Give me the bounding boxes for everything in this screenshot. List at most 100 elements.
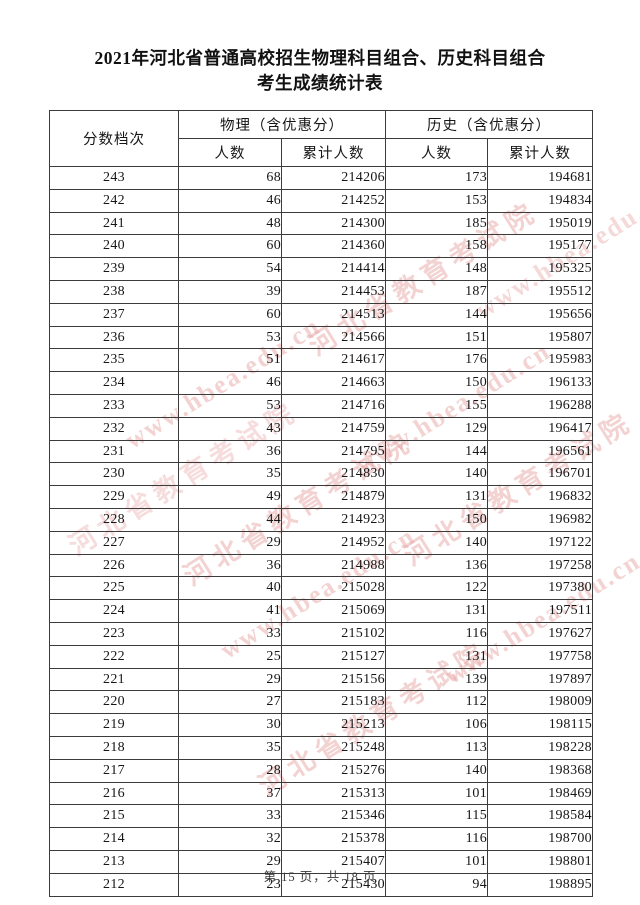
table-row: 235 51 214617 176 195983 xyxy=(49,348,593,373)
cell-score-band: 223 xyxy=(49,621,179,646)
cell-physics-count: 39 xyxy=(178,279,282,304)
table-row: 222 25 215127 131 197758 xyxy=(49,644,593,669)
cell-score-band: 238 xyxy=(49,279,179,304)
cell-history-count: 101 xyxy=(385,781,488,806)
cell-score-band: 230 xyxy=(49,462,179,487)
cell-physics-cumulative: 214513 xyxy=(281,302,386,327)
cell-score-band: 235 xyxy=(49,348,179,373)
table-row: 242 46 214252 153 194834 xyxy=(49,188,593,213)
cell-score-band: 226 xyxy=(49,553,179,578)
cell-history-count: 106 xyxy=(385,713,488,737)
cell-history-cumulative: 198801 xyxy=(487,849,593,874)
cell-physics-cumulative: 214206 xyxy=(281,166,386,190)
cell-physics-count: 36 xyxy=(178,553,282,578)
cell-history-count: 150 xyxy=(385,507,488,532)
cell-physics-cumulative: 214617 xyxy=(281,348,386,373)
cell-history-cumulative: 197380 xyxy=(487,576,593,601)
cell-history-count: 144 xyxy=(385,302,488,327)
cell-history-count: 116 xyxy=(385,827,488,851)
table-row: 220 27 215183 112 198009 xyxy=(49,690,593,715)
column-header-score-band: 分数档次 xyxy=(49,110,179,167)
cell-history-cumulative: 195983 xyxy=(487,348,593,373)
cell-history-count: 131 xyxy=(385,644,488,669)
cell-history-count: 176 xyxy=(385,348,488,373)
cell-score-band: 219 xyxy=(49,713,179,737)
table-row: 218 35 215248 113 198228 xyxy=(49,735,593,760)
cell-history-count: 131 xyxy=(385,599,488,623)
cell-physics-cumulative: 214663 xyxy=(281,371,386,395)
cell-score-band: 229 xyxy=(49,485,179,509)
cell-physics-cumulative: 215156 xyxy=(281,667,386,692)
cell-history-count: 140 xyxy=(385,758,488,783)
table-row: 236 53 214566 151 195807 xyxy=(49,325,593,350)
cell-history-cumulative: 198469 xyxy=(487,781,593,806)
cell-physics-cumulative: 214923 xyxy=(281,507,386,532)
cell-physics-cumulative: 215407 xyxy=(281,849,386,874)
column-header-physics-count: 人数 xyxy=(178,138,282,167)
cell-history-count: 185 xyxy=(385,211,488,236)
cell-physics-count: 68 xyxy=(178,166,282,190)
cell-score-band: 236 xyxy=(49,325,179,350)
cell-physics-cumulative: 215313 xyxy=(281,781,386,806)
cell-history-count: 140 xyxy=(385,462,488,487)
table-row: 221 29 215156 139 197897 xyxy=(49,667,593,692)
cell-history-cumulative: 194681 xyxy=(487,166,593,190)
table-row: 234 46 214663 150 196133 xyxy=(49,371,593,395)
cell-history-cumulative: 198115 xyxy=(487,713,593,737)
cell-history-cumulative: 198700 xyxy=(487,827,593,851)
cell-physics-count: 46 xyxy=(178,371,282,395)
column-group-header-history: 历史（含优惠分） xyxy=(385,110,593,139)
cell-history-cumulative: 196701 xyxy=(487,462,593,487)
table-header: 分数档次 物理（含优惠分） 历史（含优惠分） 人数 累计人数 人数 累计人数 xyxy=(49,110,593,167)
table-row: 238 39 214453 187 195512 xyxy=(49,279,593,304)
page-footer: 第 15 页，共 18 页 xyxy=(263,870,377,884)
cell-physics-count: 29 xyxy=(178,849,282,874)
cell-history-cumulative: 195325 xyxy=(487,257,593,281)
table-row: 231 36 214795 144 196561 xyxy=(49,439,593,464)
cell-history-count: 148 xyxy=(385,257,488,281)
cell-score-band: 215 xyxy=(49,804,179,829)
table-row: 215 33 215346 115 198584 xyxy=(49,804,593,829)
cell-physics-count: 60 xyxy=(178,234,282,259)
table-row: 225 40 215028 122 197380 xyxy=(49,576,593,601)
table-row: 213 29 215407 101 198801 xyxy=(49,849,593,874)
cell-physics-count: 53 xyxy=(178,393,282,418)
cell-physics-cumulative: 215276 xyxy=(281,758,386,783)
cell-history-cumulative: 195512 xyxy=(487,279,593,304)
cell-history-cumulative: 198368 xyxy=(487,758,593,783)
cell-physics-count: 25 xyxy=(178,644,282,669)
cell-physics-count: 35 xyxy=(178,735,282,760)
cell-physics-count: 33 xyxy=(178,804,282,829)
cell-score-band: 222 xyxy=(49,644,179,669)
table-row: 226 36 214988 136 197258 xyxy=(49,553,593,578)
cell-history-cumulative: 197897 xyxy=(487,667,593,692)
cell-physics-count: 48 xyxy=(178,211,282,236)
table-row: 243 68 214206 173 194681 xyxy=(49,166,593,190)
table-row: 239 54 214414 148 195325 xyxy=(49,257,593,281)
cell-physics-cumulative: 214795 xyxy=(281,439,386,464)
cell-physics-count: 33 xyxy=(178,621,282,646)
cell-history-cumulative: 197258 xyxy=(487,553,593,578)
cell-physics-count: 54 xyxy=(178,257,282,281)
cell-history-cumulative: 195656 xyxy=(487,302,593,327)
cell-physics-cumulative: 215430 xyxy=(281,872,386,897)
cell-history-cumulative: 196417 xyxy=(487,416,593,441)
cell-physics-cumulative: 215213 xyxy=(281,713,386,737)
cell-history-count: 173 xyxy=(385,166,488,190)
cell-history-cumulative: 196133 xyxy=(487,371,593,395)
cell-physics-count: 49 xyxy=(178,485,282,509)
cell-physics-cumulative: 215248 xyxy=(281,735,386,760)
page-title: 2021年河北省普通高校招生物理科目组合、历史科目组合 考生成绩统计表 xyxy=(0,46,640,96)
cell-history-count: 139 xyxy=(385,667,488,692)
column-header-physics-cumulative: 累计人数 xyxy=(281,138,386,167)
cell-physics-count: 23 xyxy=(178,872,282,897)
cell-history-count: 131 xyxy=(385,485,488,509)
cell-history-count: 158 xyxy=(385,234,488,259)
table-row: 219 30 215213 106 198115 xyxy=(49,713,593,737)
cell-physics-count: 36 xyxy=(178,439,282,464)
cell-score-band: 212 xyxy=(49,872,179,897)
table-row: 232 43 214759 129 196417 xyxy=(49,416,593,441)
cell-physics-cumulative: 214453 xyxy=(281,279,386,304)
cell-history-count: 113 xyxy=(385,735,488,760)
cell-history-count: 129 xyxy=(385,416,488,441)
